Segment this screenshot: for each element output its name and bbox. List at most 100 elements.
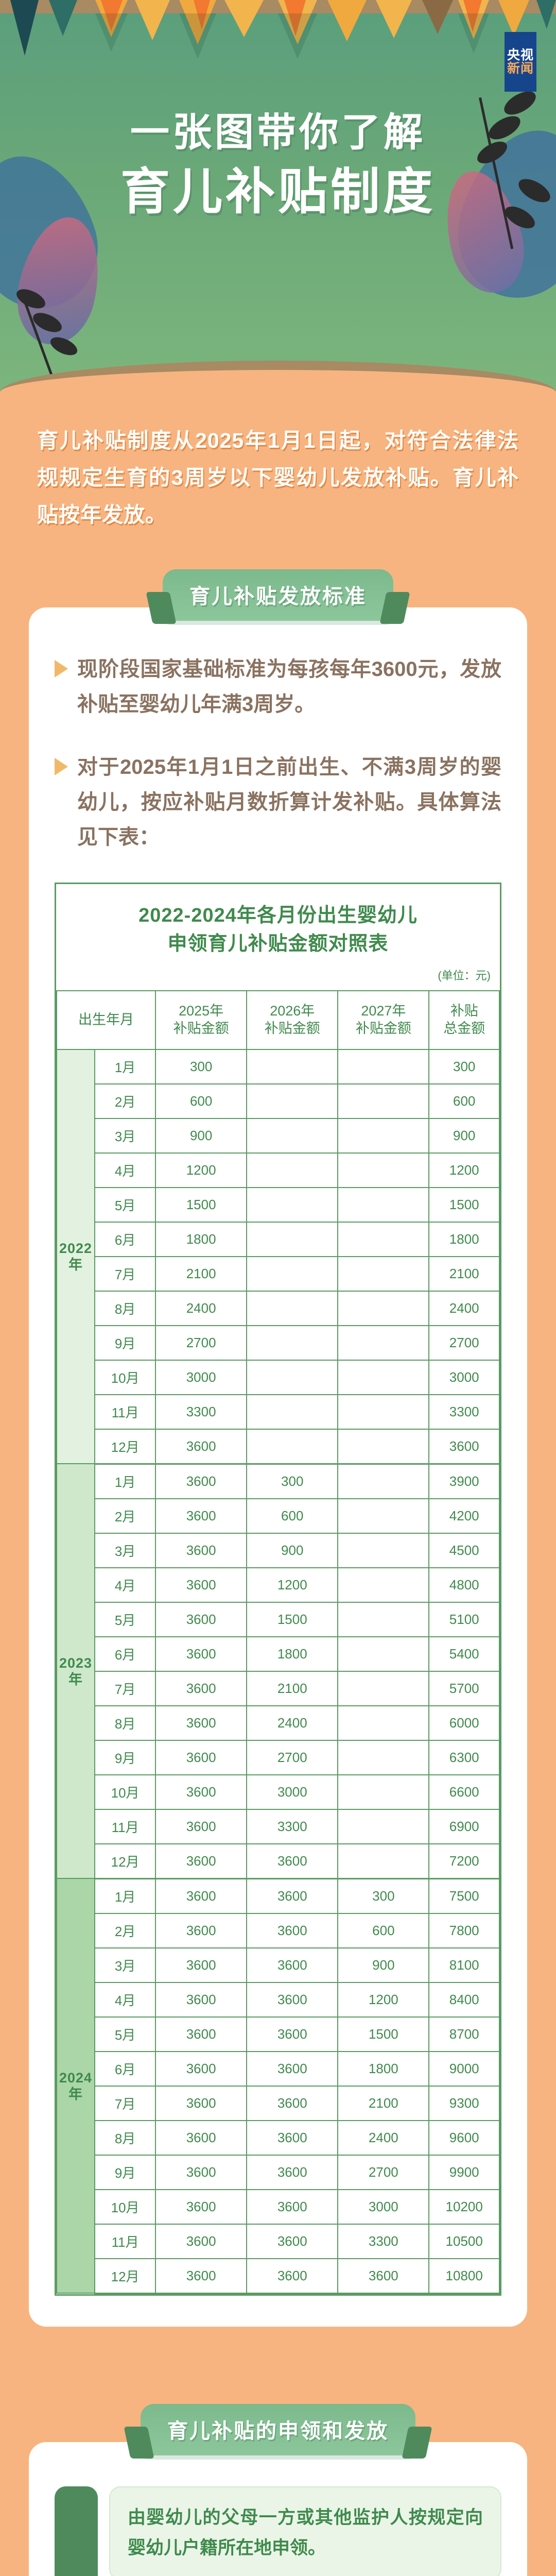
table-amount-cell: 1800 [155,1221,248,1257]
table-row: 2月 3600 3600 600 7800 [57,1912,500,1948]
table-amount-cell: 3600 [155,1463,248,1499]
table-amount-cell: 3600 [246,1912,339,1948]
table-amount-cell: 300 [337,1878,430,1914]
table-month-cell: 4月 [94,1152,157,1188]
table-amount-cell: 300 [246,1463,339,1499]
table-amount-cell: 3600 [246,2085,339,2121]
hero-title: 一张图带你了解 育儿补贴制度 [0,108,556,223]
th-total-b: 总金额 [443,1021,485,1037]
table-month-cell: 2月 [94,1083,157,1119]
table-amount-cell: 6900 [428,1808,500,1844]
table-row: 7月 3600 2100 5700 [57,1670,500,1706]
th-2026-amount: 2026年 补贴金额 [246,990,339,1050]
table-month-cell: 9月 [94,1739,157,1775]
table-amount-cell: 8100 [428,1947,500,1983]
table-year-cell: 2022年 [56,1048,96,1465]
table-row: 11月 3300 3300 [57,1394,500,1430]
table-row: 2月 3600 600 4200 [57,1498,500,1534]
table-row: 4月 1200 1200 [57,1152,500,1188]
table-amount-cell [337,1601,430,1637]
table-month-cell: 4月 [94,1981,157,2018]
bullet-text: 对于2025年1月1日之前出生、不满3周岁的婴幼儿，按应补贴月数折算计发补贴。具… [77,756,501,849]
table-amount-cell: 300 [155,1048,248,1084]
table-month-cell: 3月 [94,1117,157,1154]
table-amount-cell: 600 [428,1083,500,1119]
table-amount-cell: 3600 [155,1428,248,1465]
section-subsidy-standard: 育儿补贴发放标准 现阶段国家基础标准为每孩每年3600元，发放补贴至婴幼儿年满3… [0,569,556,2327]
hero-title-line1: 一张图带你了解 [130,111,426,155]
table-amount-cell: 2100 [428,1256,500,1292]
table-amount-cell: 6000 [428,1705,500,1741]
table-amount-cell: 3600 [246,1981,339,2018]
table-amount-cell: 5400 [428,1636,500,1672]
table-amount-cell: 3600 [246,2016,339,2052]
table-row: 7月 2100 2100 [57,1256,500,1292]
table-month-cell: 7月 [94,1670,157,1706]
table-amount-cell: 3600 [246,2189,339,2225]
table-amount-cell: 1200 [155,1152,248,1188]
bunting-flags-icon [10,0,556,59]
table-amount-cell: 7800 [428,1912,500,1948]
table-amount-cell: 3600 [246,1843,339,1879]
table-row: 9月 3600 2700 6300 [57,1739,500,1775]
table-amount-cell: 6300 [428,1739,500,1775]
table-month-cell: 11月 [94,2223,157,2259]
table-amount-cell [337,1117,430,1154]
table-amount-cell: 300 [428,1048,500,1084]
table-amount-cell: 10200 [428,2189,500,2225]
table-row: 11月 3600 3600 3300 10500 [57,2223,500,2259]
table-amount-cell: 900 [428,1117,500,1154]
table-amount-cell: 2400 [246,1705,339,1741]
table-amount-cell: 2400 [155,1290,248,1326]
table-amount-cell: 1800 [428,1221,500,1257]
table-month-cell: 5月 [94,2016,157,2052]
cctv-news-logo: 央视 新闻 [505,32,536,92]
table-amount-cell [337,1463,430,1499]
table-amount-cell: 3600 [155,1601,248,1637]
table-amount-cell: 600 [246,1498,339,1534]
logo-text-top: 央视 [507,47,534,62]
intro-paragraph: 育儿补贴制度从2025年1月1日起，对符合法律法规规定生育的3周岁以下婴幼儿发放… [37,429,519,527]
table-month-cell: 3月 [94,1532,157,1568]
table-amount-cell: 3000 [246,1774,339,1810]
table-year-cell: 2023年 [56,1463,96,1879]
section-tab-standard-label: 育儿补贴发放标准 [189,585,367,608]
table-row: 3月 900 900 [57,1117,500,1154]
table-amount-cell: 2700 [428,1325,500,1361]
table-amount-cell: 10500 [428,2223,500,2259]
th-2026-amount-label: 补贴金额 [264,1021,320,1037]
table-amount-cell: 3600 [155,2189,248,2225]
table-row: 12月 3600 3600 3600 10800 [57,2258,500,2294]
table-title-line2: 申领育儿补贴金额对照表 [167,933,389,955]
table-row: 2022年 1月 300 300 [56,1048,500,1465]
th-2025-amount-label: 补贴金额 [173,1021,229,1037]
table-row: 3月 3600 900 4500 [57,1532,500,1568]
table-month-cell: 10月 [94,1774,157,1810]
section-tab-apply-label: 育儿补贴的申领和发放 [167,2419,389,2443]
apply-group: 🗒 申领 由婴幼儿的父母一方或其他监护人按规定向婴幼儿户籍所在地申领。 申领人填… [55,2486,501,2576]
table-title: 2022-2024年各月份出生婴幼儿 申领育儿补贴金额对照表 [56,884,500,963]
table-month-cell: 8月 [94,2120,157,2156]
table-amount-cell: 2400 [337,2120,430,2156]
table-amount-cell: 3600 [246,2258,339,2294]
table-amount-cell [246,1083,339,1119]
table-row: 6月 3600 3600 1800 9000 [57,2050,500,2087]
section-tab-apply: 育儿补贴的申领和发放 [141,2403,415,2455]
table-amount-cell: 3000 [155,1359,248,1395]
table-amount-cell: 3600 [155,1636,248,1672]
table-amount-cell: 3600 [155,1843,248,1879]
table-amount-cell: 3600 [155,1670,248,1706]
hero-banner: 一张图带你了解 育儿补贴制度 央视 新闻 [0,0,556,392]
table-row: 7月 3600 3600 2100 9300 [57,2085,500,2121]
apply-icon-pill: 🗒 申领 [55,2486,98,2576]
table-title-line1: 2022-2024年各月份出生婴幼儿 [138,905,418,927]
table-row: 8月 3600 2400 6000 [57,1705,500,1741]
table-amount-cell: 5700 [428,1670,500,1706]
table-amount-cell: 8400 [428,1981,500,2018]
table-amount-cell: 8700 [428,2016,500,2052]
table-amount-cell [337,1705,430,1741]
apply-notes: 由婴幼儿的父母一方或其他监护人按规定向婴幼儿户籍所在地申领。 申领人填写有关信息… [109,2486,501,2576]
table-amount-cell: 3600 [155,2050,248,2087]
table-amount-cell: 600 [155,1083,248,1119]
table-month-cell: 5月 [94,1601,157,1637]
